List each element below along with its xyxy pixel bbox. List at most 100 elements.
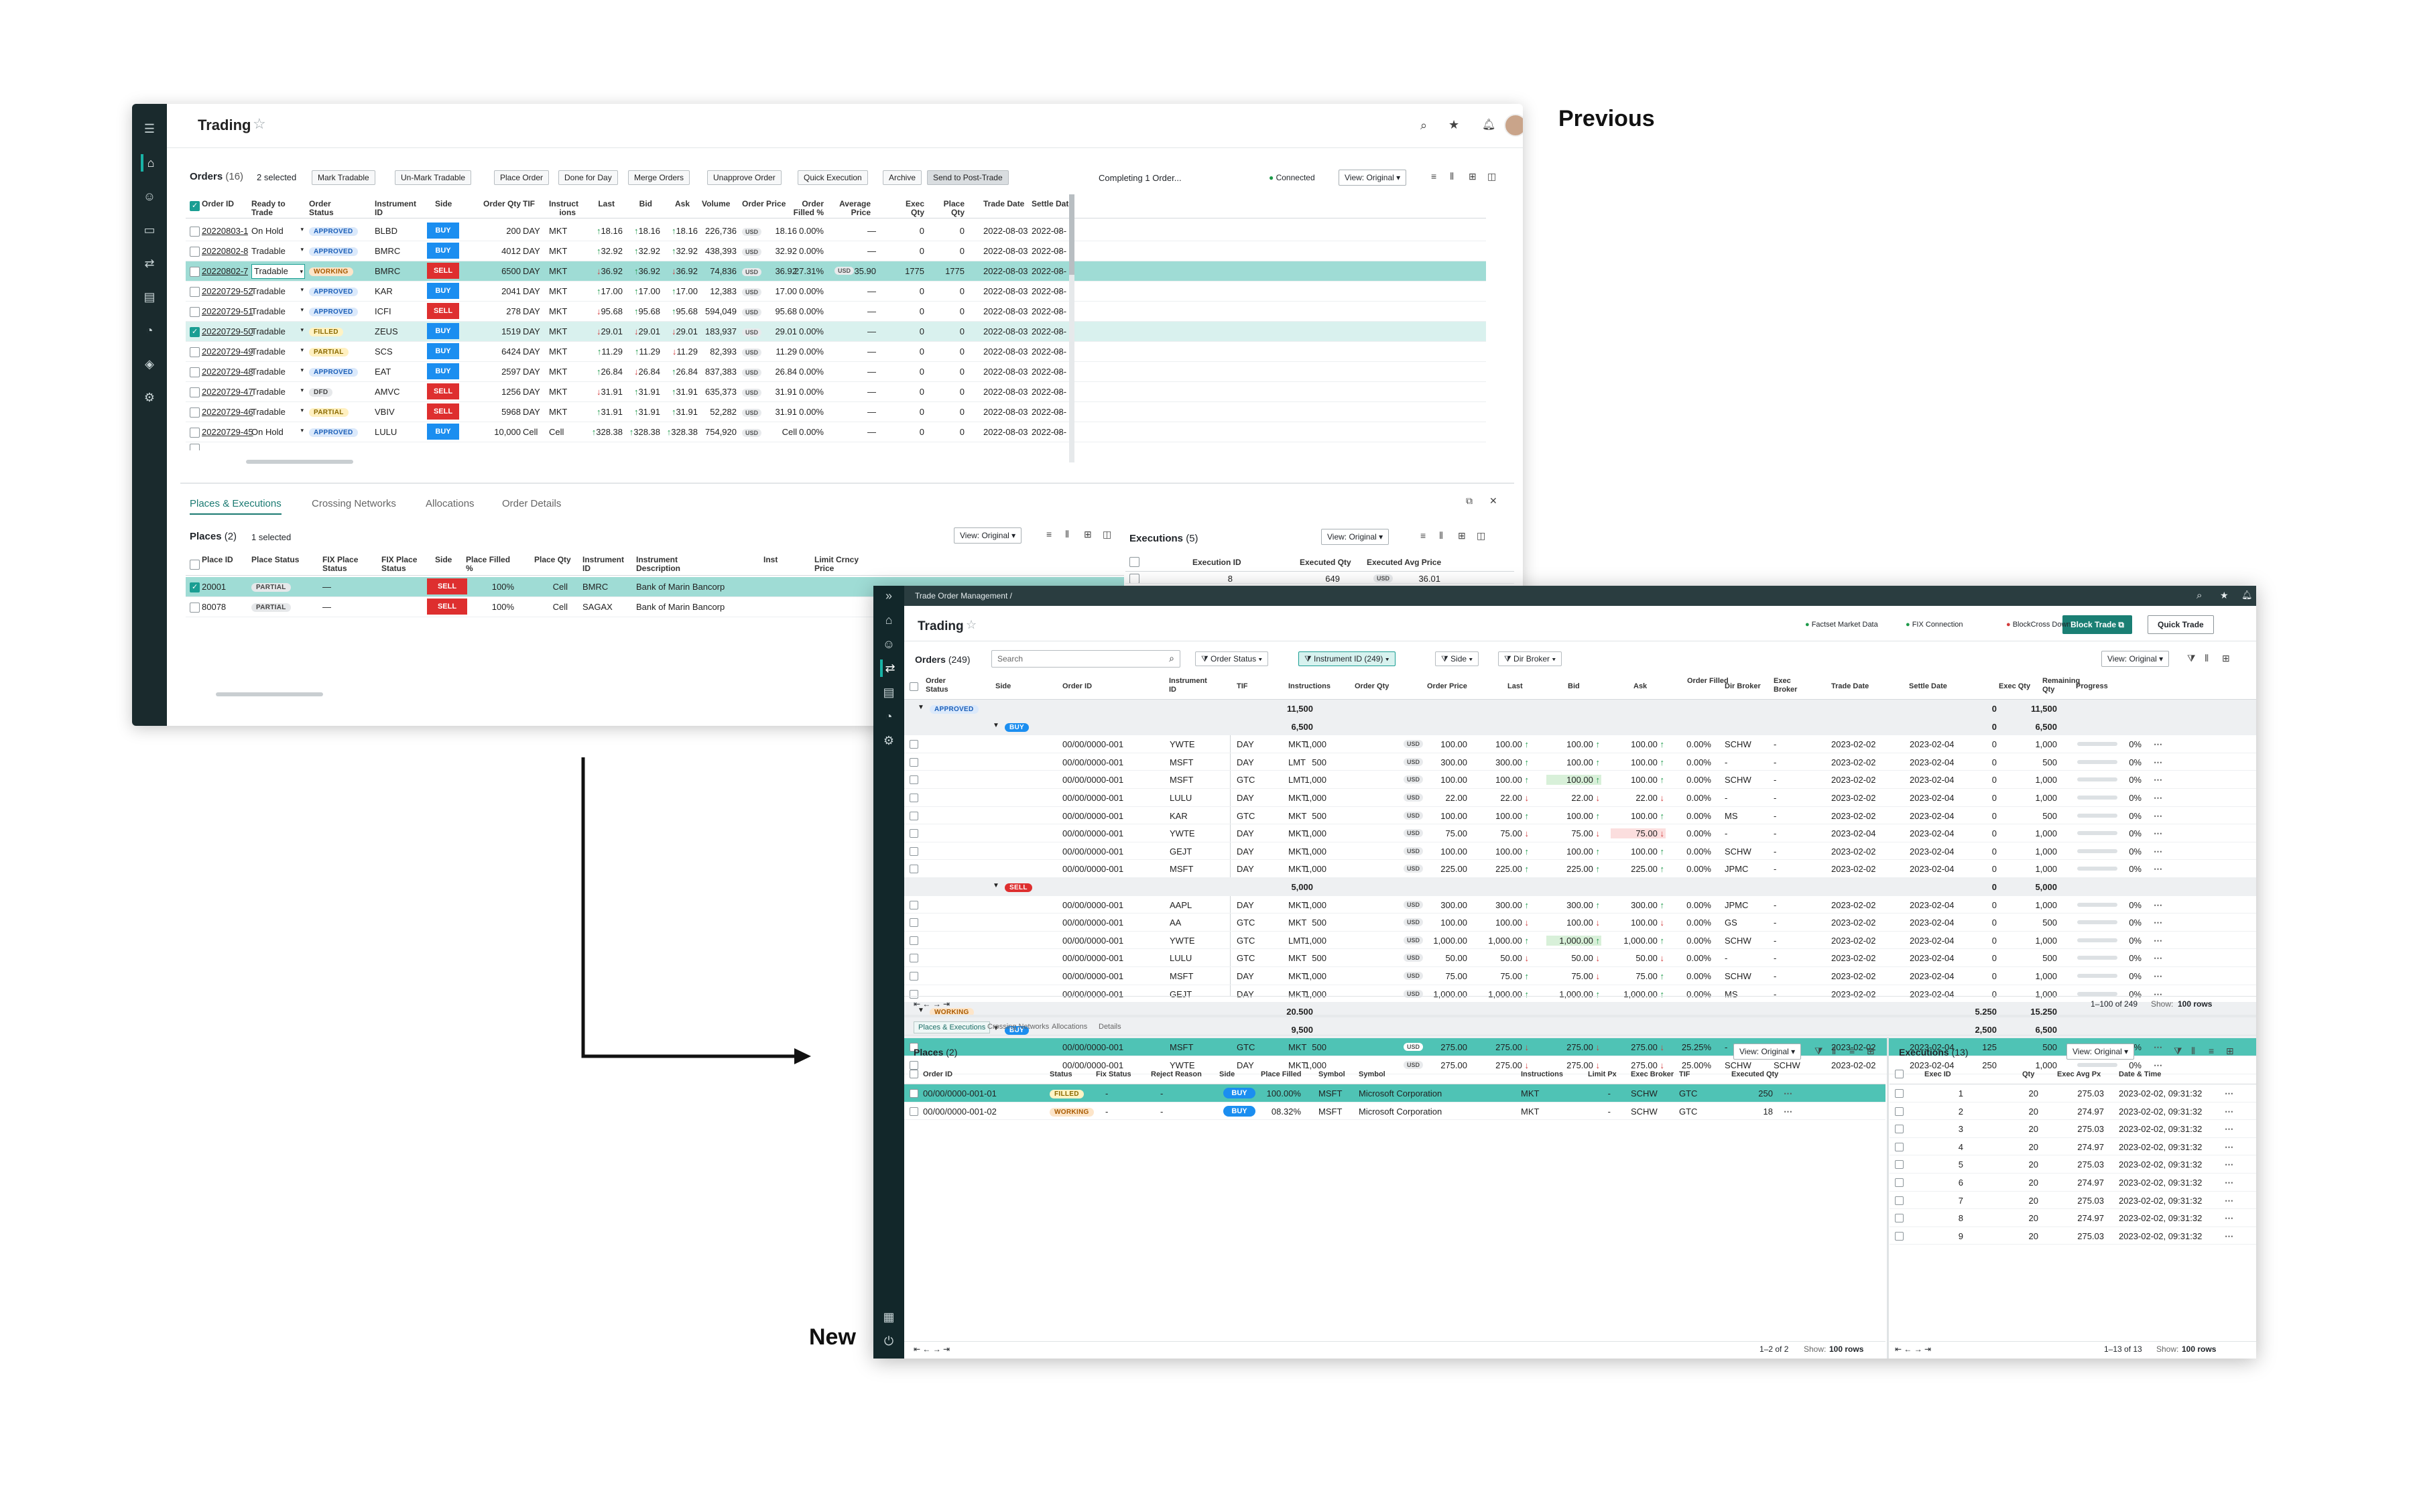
table-row[interactable]: 00/00/0000-001 AAPL DAY MKT 1,000 USD 300.00 30… <box>904 896 2256 914</box>
more-icon[interactable]: ⋯ <box>1053 306 1062 316</box>
column-header[interactable]: Bid <box>1568 682 1580 690</box>
column-header[interactable]: Side <box>435 199 452 208</box>
view-select[interactable]: View: Original ▾ <box>2101 651 2170 667</box>
column-header[interactable]: Reject Reason <box>1151 1070 1202 1078</box>
select-all-checkbox[interactable] <box>190 201 200 211</box>
more-icon[interactable]: ⋯ <box>2154 1042 2162 1053</box>
exec-columns-icon[interactable]: ⦀ <box>1439 530 1444 541</box>
exec-filter-icon[interactable]: ⧩ <box>2174 1046 2182 1056</box>
table-row[interactable]: 80078 PARTIAL — SELL 100% Cell SAGAX Bank of Ma… <box>186 597 1124 617</box>
column-header[interactable]: Executed Avg Price <box>1367 558 1442 567</box>
table-row[interactable]: 20220729-48 Tradable ▾ APPROVED EAT BUY 2597 DA… <box>186 362 1486 382</box>
column-header[interactable]: Trade Date <box>1831 682 1869 690</box>
column-header[interactable]: Place ID <box>202 555 233 564</box>
expand-icon[interactable]: » <box>885 589 892 603</box>
table-row[interactable]: 2 20 274.97 2023-02-02, 09:31:32 ⋯ <box>1890 1102 2256 1121</box>
row-checkbox[interactable] <box>910 794 918 802</box>
table-row[interactable]: 20220729-46 Tradable ▾ PARTIAL VBIV SELL 5968 D… <box>186 402 1486 422</box>
table-row[interactable]: 5 20 275.03 2023-02-02, 09:31:32 ⋯ <box>1890 1155 2256 1174</box>
column-header[interactable]: Order Price <box>742 199 786 208</box>
exec-pager-show-value[interactable]: 100 rows <box>2182 1344 2217 1354</box>
places-view-select[interactable]: View: Original ▾ <box>954 527 1022 544</box>
power-icon[interactable]: ⏻ <box>883 1334 894 1348</box>
row-checkbox[interactable] <box>910 740 918 749</box>
row-checkbox[interactable] <box>910 865 918 874</box>
row-checkbox[interactable] <box>190 307 200 317</box>
exec-list-icon[interactable]: ≡ <box>1420 530 1426 541</box>
table-row[interactable]: 20220803-1 On Hold ▾ APPROVED BLBD BUY 200 DAY M… <box>186 221 1486 241</box>
column-header[interactable]: Order Qty <box>483 199 521 208</box>
folder-icon[interactable]: ▭ <box>143 223 156 237</box>
group-row[interactable]: ▼ SELL 5,000 0 5,000 <box>904 878 2256 896</box>
toolbar-button-6[interactable]: Quick Execution <box>798 170 868 185</box>
column-header[interactable]: Place Filled <box>1261 1070 1302 1078</box>
column-header[interactable]: Side <box>995 682 1011 690</box>
column-header[interactable]: Order ID <box>1062 682 1093 690</box>
places-grid-icon[interactable]: ⊞ <box>1084 529 1092 540</box>
more-icon[interactable]: ⋯ <box>2154 739 2162 750</box>
column-header[interactable]: Progress <box>2076 682 2108 690</box>
column-header[interactable]: Dir Broker <box>1725 682 1761 690</box>
more-icon[interactable]: ⋯ <box>1053 367 1062 377</box>
vertical-scrollbar[interactable] <box>1069 194 1074 462</box>
document-icon[interactable]: ▤ <box>143 290 156 304</box>
column-header[interactable]: Side <box>1219 1070 1235 1078</box>
column-header[interactable]: Limit Px <box>1588 1070 1617 1078</box>
column-header[interactable]: Exec ID <box>1924 1070 1951 1078</box>
column-header[interactable]: Limit Crncy Price <box>814 555 859 573</box>
column-header[interactable]: Place Status <box>251 555 300 564</box>
column-header[interactable]: Fix Status <box>1096 1070 1131 1078</box>
toolbar-button-2[interactable]: Place Order <box>494 170 550 185</box>
column-header[interactable]: Executed Qty <box>1300 558 1351 567</box>
column-header[interactable]: TIF <box>1679 1070 1690 1078</box>
block-trade-button[interactable]: Block Trade ⧉ <box>2062 615 2132 634</box>
exec-pager-nav-icon[interactable]: ⇤ ← → ⇥ <box>1895 1344 1932 1354</box>
ready-to-trade-select[interactable]: Tradable ▾ <box>251 246 305 256</box>
chevron-down-icon[interactable]: ▼ <box>993 721 999 729</box>
toolbar-button-1[interactable]: Un-Mark Tradable <box>395 170 472 185</box>
more-icon[interactable]: ⋯ <box>2225 1124 2233 1135</box>
column-header[interactable]: Place Filled % <box>466 555 511 573</box>
select-all-checkbox[interactable] <box>910 682 918 691</box>
table-row[interactable]: 20220802-7 Tradable ▾ WORKING BMRC SELL 6500 DA… <box>186 261 1486 281</box>
column-header[interactable]: Trade Date <box>983 199 1025 208</box>
columns-icon[interactable]: ⦀ <box>1450 171 1455 182</box>
places-pager-show-value[interactable]: 100 rows <box>1829 1344 1864 1354</box>
column-header[interactable]: Symbol <box>1359 1070 1385 1078</box>
column-header[interactable]: Settle Date <box>1909 682 1947 690</box>
column-header[interactable]: Last <box>598 199 615 208</box>
column-header[interactable]: Average Price <box>839 199 871 217</box>
column-header[interactable]: Order ID <box>923 1070 953 1078</box>
column-header[interactable]: Executed Qty <box>1731 1070 1779 1078</box>
pager-nav-icon[interactable]: ⇤ ← → ⇥ <box>914 999 950 1009</box>
more-icon[interactable]: ⋯ <box>1053 326 1062 336</box>
table-row[interactable]: 7 20 275.03 2023-02-02, 09:31:32 ⋯ <box>1890 1192 2256 1210</box>
row-checkbox[interactable] <box>190 444 200 450</box>
table-row[interactable]: 00/00/0000-001-02 WORKING - - BUY 08.32% MSFT M… <box>904 1102 1885 1121</box>
table-row[interactable]: 20220729-45 On Hold ▾ APPROVED LULU BUY 10,000… <box>186 422 1486 442</box>
column-header[interactable]: TIF <box>523 199 535 208</box>
table-row[interactable]: 00/00/0000-001 MSFT GTC MKT 500 USD 275.00 275.… <box>904 1038 2256 1056</box>
ready-to-trade-select[interactable]: Tradable ▾ <box>251 407 305 417</box>
places-grid-icon[interactable]: ⊞ <box>1867 1046 1875 1056</box>
column-header[interactable]: Volume <box>702 199 731 208</box>
column-header[interactable]: Exec Qty <box>905 199 924 217</box>
table-row[interactable]: 00/00/0000-001 YWTE DAY MKT 1,000 USD 275.00 27… <box>904 1056 2256 1074</box>
exec-panel-icon[interactable]: ◫ <box>1477 530 1486 541</box>
chevron-down-icon[interactable]: ▼ <box>918 704 924 711</box>
column-header[interactable]: Qty <box>2022 1070 2035 1078</box>
more-icon[interactable]: ⋯ <box>2154 971 2162 981</box>
table-row[interactable]: 1 20 275.03 2023-02-02, 09:31:32 ⋯ <box>1890 1084 2256 1102</box>
grid-icon[interactable]: ⊞ <box>1469 171 1477 182</box>
table-row[interactable]: 00/00/0000-001 AA GTC MKT 500 USD 100.00 100.00… <box>904 914 2256 932</box>
settings-icon[interactable]: ⚙ <box>143 391 156 404</box>
group-row[interactable]: ▼ APPROVED 11,500 0 11,500 <box>904 700 2256 718</box>
transfer-icon[interactable]: ⇄ <box>880 659 898 677</box>
row-checkbox[interactable] <box>910 918 918 928</box>
group-row[interactable]: ▼ BUY 6,500 0 6,500 <box>904 717 2256 736</box>
more-icon[interactable]: ⋯ <box>2154 935 2162 946</box>
row-checkbox[interactable] <box>910 829 918 838</box>
panel-icon[interactable]: ◫ <box>1487 171 1497 182</box>
column-header[interactable]: Date & Time <box>2119 1070 2162 1078</box>
tab-3[interactable]: Details <box>1099 1023 1121 1031</box>
